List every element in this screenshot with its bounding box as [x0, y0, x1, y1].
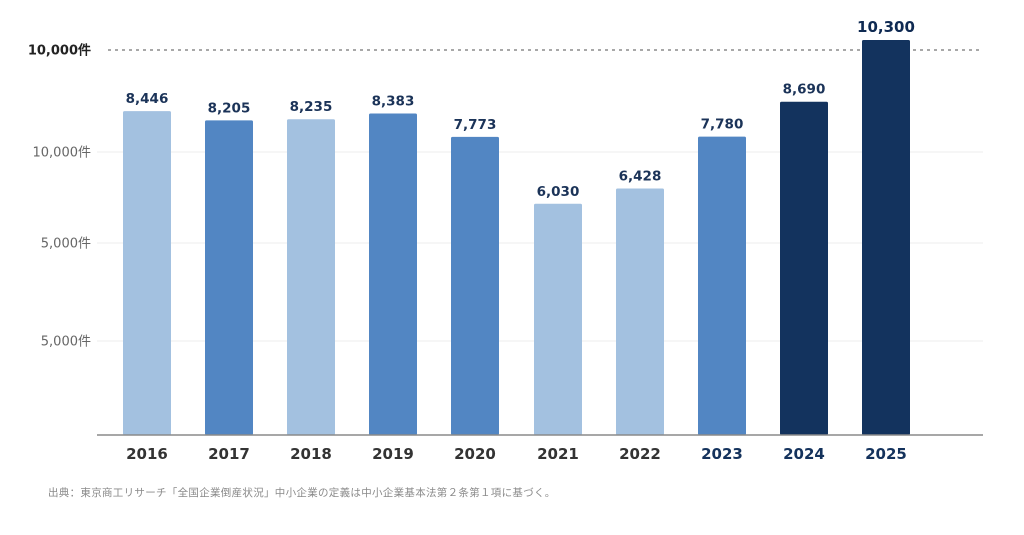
bar-2025	[862, 40, 910, 435]
y-tick-label: 5,000件	[41, 237, 91, 252]
bar-chart: 8,446 8,205 8,235 8,383 7,773 6,030 6,428 7,780…	[28, 18, 983, 463]
x-tick-label-2022: 2022	[619, 445, 661, 463]
data-label-2018: 8,235	[290, 99, 333, 115]
x-tick-label-2016: 2016	[126, 445, 168, 463]
x-tick-label-2020: 2020	[454, 445, 496, 463]
data-label-2020: 7,773	[454, 117, 497, 133]
bar-2024	[780, 101, 828, 435]
bar-2016	[123, 111, 171, 435]
bar-2023	[698, 136, 746, 435]
data-label-2017: 8,205	[208, 100, 251, 116]
data-label-2022: 6,428	[619, 168, 662, 184]
y-tick-label: 5,000件	[41, 335, 91, 350]
x-tick-label-2017: 2017	[208, 445, 250, 463]
y-tick-label: 10,000件	[33, 146, 92, 161]
x-tick-label-2021: 2021	[537, 445, 579, 463]
bar-2018	[287, 119, 335, 436]
data-label-2023: 7,780	[701, 117, 744, 133]
data-label-2021: 6,030	[537, 184, 580, 200]
x-tick-label-2024: 2024	[783, 445, 825, 463]
x-tick-label-2023: 2023	[701, 445, 743, 463]
data-label-2016: 8,446	[126, 91, 169, 107]
y-tick-label: 10,000件	[28, 43, 91, 59]
data-label-2019: 8,383	[372, 94, 415, 110]
x-tick-label-2025: 2025	[865, 445, 907, 463]
data-label-2025: 10,300	[857, 18, 915, 36]
x-tick-label-2018: 2018	[290, 445, 332, 463]
data-label-2024: 8,690	[783, 82, 826, 98]
bar-2019	[369, 113, 417, 435]
bar-2017	[205, 120, 253, 436]
bar-2021	[534, 203, 582, 435]
source-note: 出典：東京商工リサーチ「全国企業倒産状況」中小企業の定義は中小企業基本法第２条第…	[48, 487, 556, 499]
x-tick-label-2019: 2019	[372, 445, 414, 463]
bar-2022	[616, 188, 664, 435]
bar-2020	[451, 136, 499, 435]
